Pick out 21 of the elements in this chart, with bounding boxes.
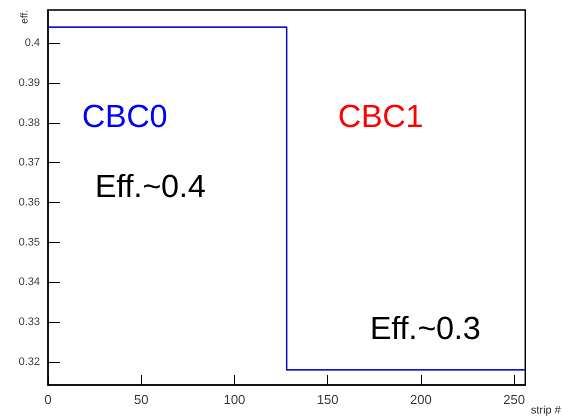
annotation: CBC0 (82, 98, 168, 134)
y-tick-label: 0.35 (18, 236, 40, 248)
x-tick-label: 150 (316, 392, 339, 407)
y-tick-label: 0.37 (18, 156, 40, 169)
y-tick-label: 0.33 (18, 316, 40, 328)
y-tick-label: 0.34 (18, 276, 40, 288)
x-tick-label: 50 (134, 392, 148, 407)
y-tick-label: 0.38 (18, 116, 40, 129)
annotation: Eff.~0.4 (95, 168, 206, 204)
y-tick-label: 0.4 (24, 37, 40, 50)
y-tick-label: 0.36 (18, 196, 40, 208)
x-axis-title: strip # (530, 404, 562, 416)
x-tick-label: 200 (410, 392, 432, 407)
y-tick-label: 0.32 (18, 356, 40, 368)
x-tick-label: 100 (224, 392, 246, 407)
annotation: CBC1 (338, 98, 424, 134)
annotation: Eff.~0.3 (370, 310, 481, 346)
y-tick-label: 0.39 (18, 76, 40, 89)
y-axis-title: eff. (20, 10, 30, 24)
x-tick-label: 0 (44, 392, 52, 407)
x-tick-label: 250 (503, 392, 525, 407)
